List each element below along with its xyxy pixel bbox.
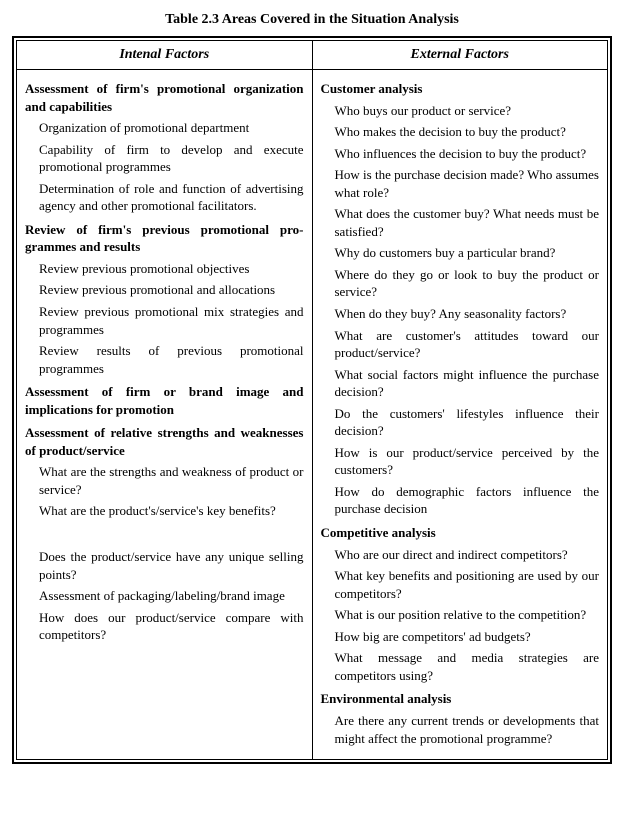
list-item: How big are competitors' ad budgets?: [335, 628, 600, 646]
list-item: Do the customers' lifestyles influence t…: [335, 405, 600, 440]
list-item: Review previous promotional mix strategi…: [39, 303, 304, 338]
list-item: How do demographic factors influence the…: [335, 483, 600, 518]
list-item: Review results of previous promotional p…: [39, 342, 304, 377]
list-item: What key benefits and positioning are us…: [335, 567, 600, 602]
list-item: Where do they go or look to buy the prod…: [335, 266, 600, 301]
table-inner-border: Intenal Factors External Factors Assessm…: [16, 40, 608, 760]
section-heading: Assessment of firm's promotional organiz…: [25, 80, 304, 115]
list-item: Are there any current trends or developm…: [335, 712, 600, 747]
list-item: Organization of promotional department: [39, 119, 304, 137]
list-item: Who influences the decision to buy the p…: [335, 145, 600, 163]
list-item: Review previous promotional objectives: [39, 260, 304, 278]
table-title: Table 2.3 Areas Covered in the Situation…: [12, 12, 612, 28]
list-item: Who makes the decision to buy the produc…: [335, 123, 600, 141]
list-item: What does the customer buy? What needs m…: [335, 205, 600, 240]
list-item: What are the strengths and weakness of p…: [39, 463, 304, 498]
list-item: Who are our direct and indirect competit…: [335, 546, 600, 564]
list-item: When do they buy? Any seasonality factor…: [335, 305, 600, 323]
list-item: Assessment of packaging/labeling/brand i…: [39, 587, 304, 605]
situation-analysis-table: Intenal Factors External Factors Assessm…: [17, 41, 607, 759]
list-item: Review previous promotional and allocati…: [39, 281, 304, 299]
section-heading: Customer analysis: [321, 80, 600, 98]
list-item: Who buys our product or service?: [335, 102, 600, 120]
header-external: External Factors: [312, 41, 607, 70]
section-heading: Competitive analysis: [321, 524, 600, 542]
header-internal: Intenal Factors: [17, 41, 312, 70]
table-outer-border: Intenal Factors External Factors Assessm…: [12, 36, 612, 764]
section-heading: Assessment of relative strengths and wea…: [25, 424, 304, 459]
list-item: Capability of firm to develop and execut…: [39, 141, 304, 176]
list-item: What is our position relative to the com…: [335, 606, 600, 624]
section-heading: Environmental analysis: [321, 690, 600, 708]
list-item: How is the purchase decision made? Who a…: [335, 166, 600, 201]
list-item: Does the product/service have any unique…: [39, 548, 304, 583]
list-item: Determination of role and function of ad…: [39, 180, 304, 215]
list-item: What are the product's/service's key ben…: [39, 502, 304, 520]
section-heading: Assessment of firm or brand image and im…: [25, 383, 304, 418]
section-heading: Review of firm's previous promotional pr…: [25, 221, 304, 256]
list-item: What message and media strategies are co…: [335, 649, 600, 684]
internal-factors-cell: Assessment of firm's promotional organiz…: [17, 70, 312, 760]
list-item: Why do customers buy a particular brand?: [335, 244, 600, 262]
list-item: What are customer's attitudes toward our…: [335, 327, 600, 362]
external-factors-cell: Customer analysis Who buys our product o…: [312, 70, 607, 760]
list-item: How does our product/service compare wit…: [39, 609, 304, 644]
list-item: How is our product/service perceived by …: [335, 444, 600, 479]
list-item: What social factors might influence the …: [335, 366, 600, 401]
